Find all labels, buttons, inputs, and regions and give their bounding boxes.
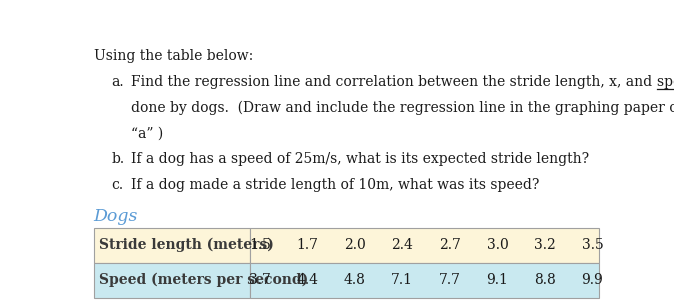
Text: Speed (meters per second): Speed (meters per second) <box>99 273 308 287</box>
Text: 2.4: 2.4 <box>392 238 413 252</box>
Text: b.: b. <box>111 152 125 166</box>
Text: 2.7: 2.7 <box>439 238 461 252</box>
Text: 4.8: 4.8 <box>344 273 366 287</box>
Text: 3.7: 3.7 <box>249 273 271 287</box>
Text: 9.1: 9.1 <box>487 273 508 287</box>
FancyBboxPatch shape <box>94 228 250 263</box>
Text: 4.4: 4.4 <box>297 273 318 287</box>
FancyBboxPatch shape <box>250 228 599 263</box>
Text: If a dog made a stride length of 10m, what was its speed?: If a dog made a stride length of 10m, wh… <box>131 178 540 191</box>
Text: 9.9: 9.9 <box>582 273 603 287</box>
Text: Stride length (meters): Stride length (meters) <box>99 238 274 252</box>
Text: a.: a. <box>111 75 124 89</box>
Text: Dogs: Dogs <box>94 208 138 225</box>
FancyBboxPatch shape <box>250 263 599 298</box>
Text: 3.5: 3.5 <box>582 238 603 252</box>
Text: 1.5: 1.5 <box>249 238 271 252</box>
Text: c.: c. <box>111 178 123 191</box>
Text: 7.7: 7.7 <box>439 273 461 287</box>
Text: Using the table below:: Using the table below: <box>94 49 253 63</box>
FancyBboxPatch shape <box>94 263 250 298</box>
Text: “a” ): “a” ) <box>131 126 164 140</box>
Text: If a dog has a speed of 25m/s, what is its expected stride length?: If a dog has a speed of 25m/s, what is i… <box>131 152 589 166</box>
Text: 3.2: 3.2 <box>534 238 556 252</box>
Text: 8.8: 8.8 <box>534 273 556 287</box>
Text: 3.0: 3.0 <box>487 238 508 252</box>
Text: Find the regression line and correlation between the stride length, x, and: Find the regression line and correlation… <box>131 75 656 89</box>
Text: speed .y,: speed .y, <box>656 75 674 89</box>
Text: 1.7: 1.7 <box>297 238 318 252</box>
Text: done by dogs.  (Draw and include the regression line in the graphing paper of: done by dogs. (Draw and include the regr… <box>131 101 674 115</box>
Text: 2.0: 2.0 <box>344 238 366 252</box>
Text: 7.1: 7.1 <box>392 273 413 287</box>
